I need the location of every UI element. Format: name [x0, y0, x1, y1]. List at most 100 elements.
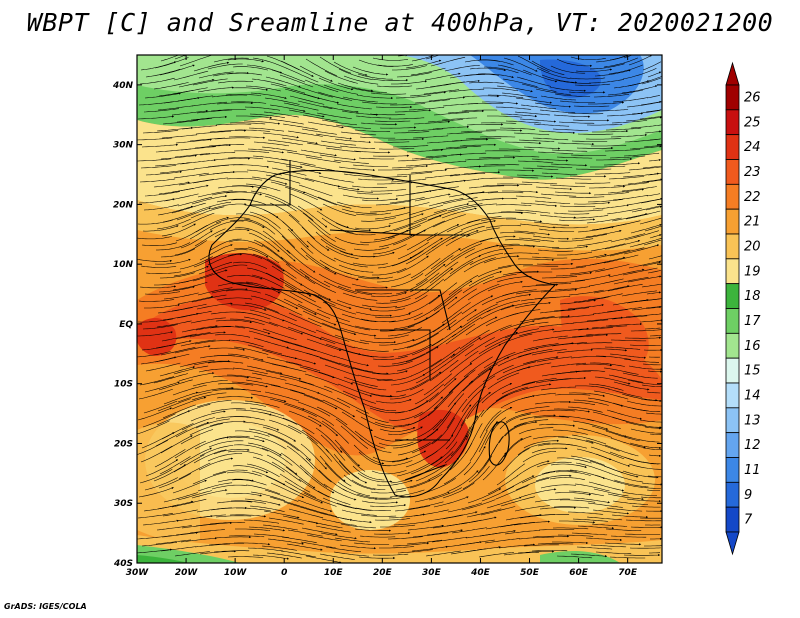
streamline — [268, 517, 304, 525]
streamline — [538, 423, 576, 427]
streamline — [540, 288, 578, 293]
streamline — [645, 205, 662, 211]
streamline — [408, 392, 439, 412]
streamline — [496, 366, 531, 381]
streamline — [388, 411, 423, 421]
streamline — [315, 525, 351, 533]
streamline — [532, 235, 570, 240]
streamline — [523, 439, 560, 449]
streamline — [551, 149, 588, 152]
streamline — [357, 276, 393, 280]
colorbar-label: 19 — [744, 264, 761, 279]
streamline — [590, 348, 628, 352]
streamline — [518, 139, 555, 142]
colorbar-label: 9 — [744, 488, 752, 503]
streamline — [279, 172, 315, 182]
streamline — [443, 79, 480, 86]
streamline — [477, 356, 510, 376]
streamline — [447, 380, 474, 408]
streamline — [390, 374, 426, 386]
streamline — [289, 389, 324, 402]
colorbar-label: 25 — [744, 115, 761, 130]
colorbar-swatch — [725, 84, 740, 111]
streamline — [207, 164, 244, 168]
streamline — [519, 118, 557, 123]
streamline — [174, 240, 207, 256]
streamline — [449, 173, 486, 177]
streamline — [298, 282, 332, 301]
streamline — [268, 419, 302, 435]
streamline — [172, 281, 208, 291]
streamline — [338, 264, 374, 273]
streamline — [370, 490, 406, 494]
colorbar-swatch — [725, 283, 740, 309]
streamline — [412, 532, 448, 538]
streamline — [337, 285, 373, 295]
streamline — [513, 132, 550, 136]
streamline — [283, 403, 317, 418]
streamline — [486, 496, 522, 509]
streamline — [325, 448, 350, 476]
streamline — [230, 304, 267, 311]
streamline — [337, 187, 373, 193]
streamline — [199, 550, 237, 555]
streamline — [575, 363, 613, 367]
streamline — [211, 94, 248, 98]
streamline — [156, 410, 191, 426]
streamline — [537, 151, 574, 154]
streamline — [627, 179, 661, 185]
streamline — [536, 67, 571, 79]
streamline — [553, 212, 590, 215]
streamline — [497, 183, 533, 185]
streamline — [642, 461, 661, 465]
streamline — [448, 191, 485, 198]
streamline — [196, 109, 233, 114]
streamline — [297, 100, 333, 109]
streamline — [538, 529, 575, 531]
colorbar-label: 15 — [744, 364, 761, 379]
streamline — [339, 348, 375, 358]
streamline — [611, 339, 647, 342]
streamline — [423, 268, 453, 291]
streamline — [251, 78, 287, 87]
streamline — [234, 430, 270, 437]
colorbar-label: 22 — [744, 190, 761, 205]
lat-tick-label: 10S — [114, 380, 133, 390]
streamline — [428, 487, 462, 501]
streamline — [463, 445, 486, 476]
streamline — [603, 465, 639, 478]
streamline — [211, 388, 248, 392]
streamline — [207, 253, 243, 266]
streamline — [153, 373, 188, 384]
streamline — [555, 471, 591, 476]
streamline — [503, 252, 540, 255]
colorbar-swatch — [725, 109, 740, 136]
streamline — [251, 470, 286, 486]
streamline — [541, 172, 578, 175]
streamline — [285, 67, 319, 83]
streamline — [626, 197, 662, 206]
streamline — [343, 376, 378, 387]
streamline — [397, 441, 431, 456]
streamline — [605, 322, 643, 327]
streamline — [155, 429, 188, 447]
streamline — [267, 433, 299, 452]
streamline — [158, 473, 192, 489]
streamline — [360, 318, 397, 322]
streamline — [572, 319, 609, 324]
streamline — [155, 539, 192, 545]
streamline — [161, 333, 197, 342]
streamline — [406, 148, 444, 153]
streamline — [431, 230, 463, 249]
streamline — [288, 312, 322, 327]
streamline — [253, 435, 287, 450]
streamline — [459, 329, 490, 350]
streamline — [518, 237, 555, 242]
streamline — [299, 65, 333, 82]
streamline — [267, 335, 302, 347]
streamline — [232, 465, 269, 474]
streamline — [480, 506, 516, 516]
streamline — [484, 66, 519, 74]
streamline — [574, 385, 610, 390]
streamline — [174, 345, 211, 354]
